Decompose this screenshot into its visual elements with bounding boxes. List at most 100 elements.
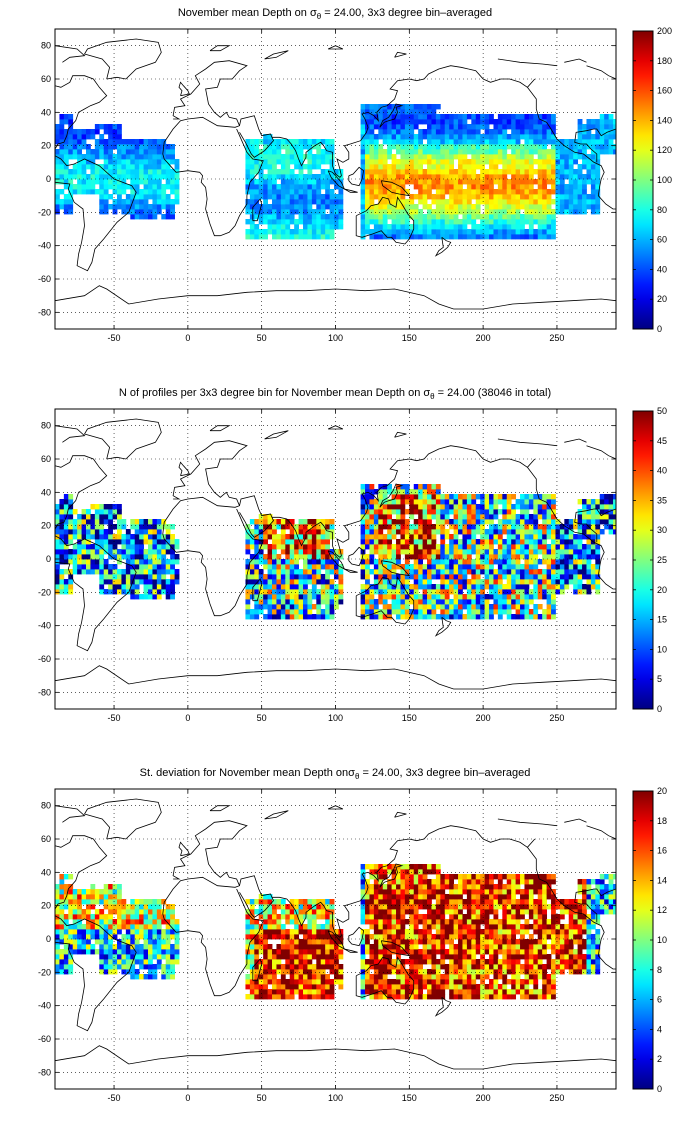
data-bin <box>285 964 291 970</box>
data-bin <box>466 229 472 235</box>
data-bin <box>112 169 118 175</box>
data-bin <box>365 149 370 155</box>
data-bin <box>387 509 392 515</box>
data-bin <box>369 139 375 145</box>
data-bin <box>152 574 158 580</box>
colorbar-tick-label: 30 <box>657 525 667 535</box>
data-bin <box>276 224 282 230</box>
data-bin <box>413 149 419 155</box>
data-bin <box>298 159 304 165</box>
data-bin <box>480 134 486 140</box>
data-bin <box>418 579 424 585</box>
data-bin <box>289 604 295 610</box>
data-bin <box>564 174 570 180</box>
data-bin <box>90 894 96 900</box>
data-bin <box>582 124 587 130</box>
coastline <box>497 58 557 67</box>
data-bin <box>68 969 74 975</box>
data-bin <box>577 134 583 140</box>
data-bin <box>117 139 122 145</box>
data-bin <box>404 564 410 570</box>
colorbar-tick-label: 5 <box>657 674 662 684</box>
data-bin <box>99 194 105 200</box>
data-bin <box>165 559 171 565</box>
data-bin <box>130 954 136 960</box>
data-bin <box>497 519 503 525</box>
data-bin <box>334 569 339 575</box>
data-bin <box>117 899 122 905</box>
panel-title: November mean Depth on σθ = 24.00, 3x3 d… <box>177 7 493 22</box>
data-bin <box>94 889 100 895</box>
data-bin <box>404 594 410 600</box>
data-bin <box>413 234 419 240</box>
data-bin <box>418 554 424 560</box>
data-bin <box>537 184 543 190</box>
data-bin <box>440 494 446 500</box>
data-bin <box>475 599 481 605</box>
data-bin <box>280 984 286 990</box>
data-bin <box>139 974 144 980</box>
data-bin <box>152 964 158 970</box>
data-bin <box>298 194 304 200</box>
data-bin <box>130 149 136 155</box>
data-bin <box>555 154 561 160</box>
data-bin <box>360 559 366 565</box>
data-bin <box>307 564 313 570</box>
data-bin <box>453 534 459 540</box>
data-bin <box>77 144 82 150</box>
data-bin <box>493 529 499 535</box>
data-bin <box>294 144 299 150</box>
data-bin <box>431 124 437 130</box>
data-bin <box>480 609 486 615</box>
data-bin <box>125 554 131 560</box>
data-bin <box>134 139 140 145</box>
data-bin <box>165 204 171 210</box>
data-bin <box>285 204 291 210</box>
data-bin <box>121 199 127 205</box>
data-bin <box>329 174 335 180</box>
data-bin <box>161 939 167 945</box>
data-bin <box>533 139 539 145</box>
data-bin <box>586 544 592 550</box>
data-bin <box>418 609 424 615</box>
data-bin <box>294 984 299 990</box>
data-bin <box>493 189 499 195</box>
data-bin <box>117 959 122 965</box>
data-bin <box>307 219 313 225</box>
data-bin <box>400 159 406 165</box>
data-bin <box>551 174 556 180</box>
data-bin <box>453 204 459 210</box>
data-bin <box>272 604 277 610</box>
data-bin <box>586 589 592 595</box>
data-bin <box>99 914 105 920</box>
data-bin <box>152 154 158 160</box>
data-bin <box>413 204 419 210</box>
data-bin <box>329 189 335 195</box>
data-bin <box>254 919 260 925</box>
data-bin <box>59 574 65 580</box>
data-bin <box>431 554 437 560</box>
data-bin <box>537 119 543 125</box>
data-bin <box>515 559 521 565</box>
data-bin <box>334 604 339 610</box>
data-bin <box>608 499 614 505</box>
data-bin <box>542 229 548 235</box>
data-bin <box>81 509 87 515</box>
data-bin <box>63 129 69 135</box>
data-bin <box>280 139 286 145</box>
data-bin <box>285 939 291 945</box>
data-bin <box>489 164 494 170</box>
data-bin <box>258 599 264 605</box>
data-bin <box>263 964 268 970</box>
data-bin <box>130 179 136 185</box>
data-bin <box>311 574 317 580</box>
data-bin <box>391 529 397 535</box>
data-bin <box>294 604 299 610</box>
data-bin <box>156 169 162 175</box>
data-bin <box>391 604 397 610</box>
data-bin <box>595 539 601 545</box>
data-bin <box>280 549 286 555</box>
y-tick-label: 40 <box>41 487 51 497</box>
data-bin <box>72 144 78 150</box>
data-bin <box>289 214 295 220</box>
